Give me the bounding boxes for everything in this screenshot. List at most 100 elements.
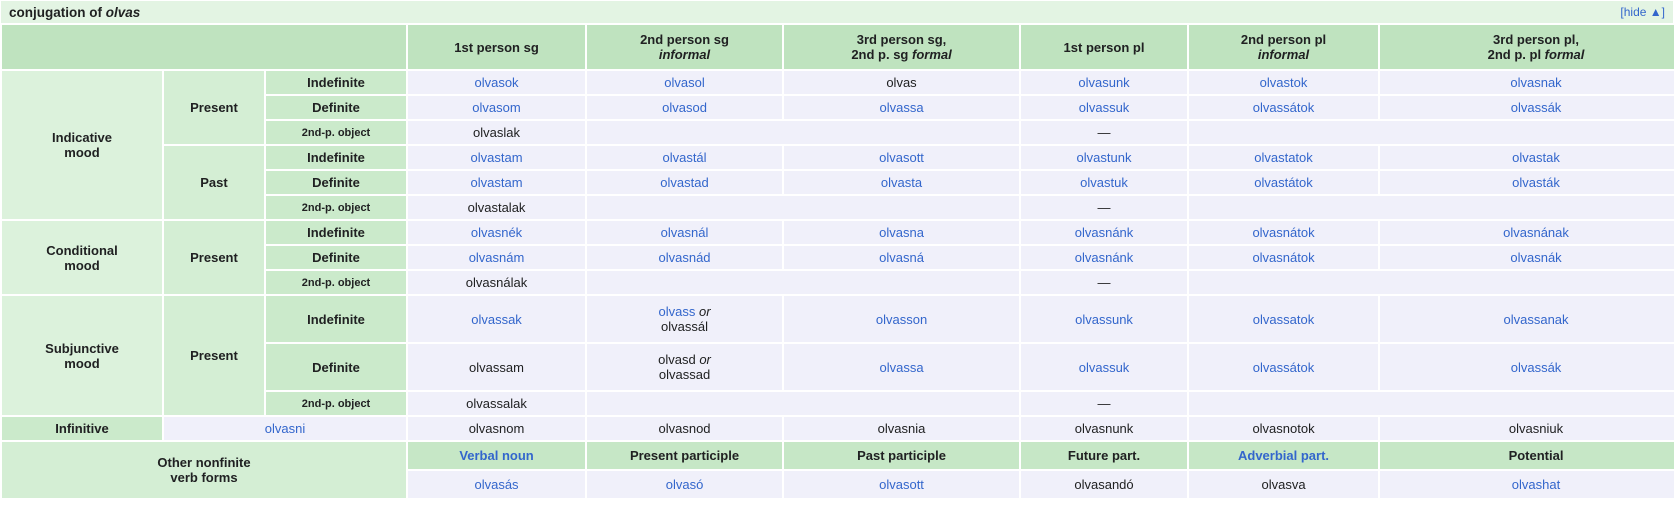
cell-text: formal [1544,47,1585,62]
conjugation-cell: olvastátok [1189,171,1379,194]
conjugation-link[interactable]: olvasnék [470,225,523,240]
cell-text: 2nd person pl [1240,32,1327,47]
cell-text: 2nd p. sg [851,47,912,62]
conjugation-link[interactable]: olvasott [879,477,924,492]
conjugation-cell [587,196,1020,219]
conjugation-link[interactable]: olvasta [880,175,923,190]
conjugation-link[interactable]: olvastad [660,175,709,190]
conjugation-link[interactable]: olvasok [474,75,519,90]
conjugation-link[interactable]: olvasnád [658,250,711,265]
cell-text: Definite [312,250,360,265]
cell-text: olvassál [661,319,708,334]
cell-text: olvasnom [468,421,525,436]
cell-text: olvasva [1261,477,1306,492]
conjugation-table: 1st person sg 2nd person sg informal 3rd pe… [0,23,1674,500]
cell-text: Definite [312,175,360,190]
conjugation-cell: olvasandó [1021,471,1188,498]
conjugation-link[interactable]: Adverbial part. [1238,448,1330,463]
conjugation-link[interactable]: olvassa [879,359,924,375]
conjugation-link[interactable]: olvasná [879,250,924,265]
conjugation-link[interactable]: Verbal noun [459,448,534,463]
conjugation-link[interactable]: olvasó [665,477,704,492]
cell-text: verb forms [170,470,238,485]
conjugation-link[interactable]: olvasott [879,150,924,165]
conjugation-link[interactable]: olvastuk [1080,175,1128,190]
conjugation-cell: olvassak [408,296,586,342]
tense-label: Present [164,221,264,294]
cell-text: 2nd-p. object [301,276,371,289]
cell-text: — [1097,275,1111,290]
conjugation-link[interactable]: olvastam [470,150,523,165]
conjugation-link[interactable]: olvasunk [1078,75,1130,90]
conjugation-link[interactable]: olvassuk [1078,359,1130,375]
conjugation-link[interactable]: olvasnám [468,250,525,265]
person-header: 1st person pl [1021,25,1188,69]
conjugation-link[interactable]: olvassák [1510,359,1562,375]
definiteness-label: 2nd-p. object [266,392,407,415]
cell-text: Subjunctive [45,340,119,356]
cell-text: or [695,352,711,367]
conjugation-cell: olvaslak [408,121,586,144]
cell-text: Indicative [52,130,112,145]
conjugation-link[interactable]: olvass [658,304,696,319]
conjugation-cell [587,392,1020,415]
conjugation-link[interactable]: olvassatok [1252,311,1315,327]
conjugation-link[interactable]: olvasnak [1510,75,1562,90]
definiteness-label: Definite [266,344,407,390]
conjugation-link[interactable]: olvasnánk [1074,250,1134,265]
conjugation-cell: olvassák [1380,344,1674,390]
conjugation-cell: olvashat [1380,471,1674,498]
cell-text: — [1097,125,1111,140]
conjugation-link[interactable]: olvasna [879,225,924,240]
definiteness-label: Indefinite [266,71,407,94]
table-title-bar: conjugation of olvas [hide ▲] [1,1,1673,23]
conjugation-link[interactable]: olvastátok [1254,175,1313,190]
conjugation-link[interactable]: olvassuk [1078,100,1130,115]
conjugation-cell: olvasd or olvassad [587,344,783,390]
conjugation-link[interactable]: olvastok [1259,75,1308,90]
conjugation-link[interactable]: olvasnátok [1252,225,1315,240]
hide-link[interactable]: [hide ▲] [1620,5,1665,19]
conjugation-link[interactable]: olvasson [875,311,928,327]
nonfinite-category-header: Present participle [587,442,783,469]
conjugation-link[interactable]: olvassák [1510,100,1562,115]
conjugation-link[interactable]: olvasnánk [1074,225,1134,240]
conjugation-link[interactable]: olvassak [471,311,522,327]
conjugation-link[interactable]: olvasnátok [1252,250,1315,265]
definiteness-label: 2nd-p. object [266,271,407,294]
cell-text: Infinitive [55,421,109,436]
conjugation-link[interactable]: olvastál [662,150,707,165]
conjugation-link[interactable]: olvastam [470,175,523,190]
cell-text: olvasnunk [1074,421,1134,436]
conjugation-link[interactable]: olvasnák [1510,250,1562,265]
table-row: Definite olvassam olvasd or olvassad olvassa… [2,344,1674,390]
conjugation-cell: olvasva [1189,471,1379,498]
conjugation-link[interactable]: olvasod [662,100,707,115]
conjugation-cell: olvasott [784,146,1020,169]
conjugation-link[interactable]: olvasom [472,100,521,115]
conjugation-link[interactable]: olvassa [879,100,924,115]
conjugation-link[interactable]: olvasnának [1503,225,1569,240]
conjugation-link[interactable]: olvastunk [1076,150,1132,165]
conjugation-link[interactable]: olvasták [1512,175,1560,190]
conjugation-link[interactable]: olvassanak [1503,311,1569,327]
conjugation-link[interactable]: olvassunk [1075,311,1133,327]
conjugation-link[interactable]: olvasnál [660,225,709,240]
conjugation-link[interactable]: olvassátok [1252,359,1315,375]
person-header: 1st person sg [408,25,586,69]
conjugation-cell: olvassanak [1380,296,1674,342]
conjugation-cell: olvastuk [1021,171,1188,194]
conjugation-cell: olvassa [784,344,1020,390]
cell-text: formal [911,47,952,62]
cell-text: Potential [1508,448,1564,463]
conjugation-link[interactable]: olvasás [474,477,519,492]
conjugation-link[interactable]: olvastak [1512,150,1560,165]
conjugation-cell: olvasna [784,221,1020,244]
conjugation-link[interactable]: olvasni [264,421,306,436]
table-row: Indicative mood Present Indefinite olvasok ol… [2,71,1674,219]
conjugation-link[interactable]: olvasol [664,75,705,90]
conjugation-link[interactable]: olvastatok [1254,150,1313,165]
conjugation-link[interactable]: olvassátok [1252,100,1315,115]
conjugation-cell: olvassalak [408,392,586,415]
conjugation-link[interactable]: olvashat [1511,477,1561,492]
